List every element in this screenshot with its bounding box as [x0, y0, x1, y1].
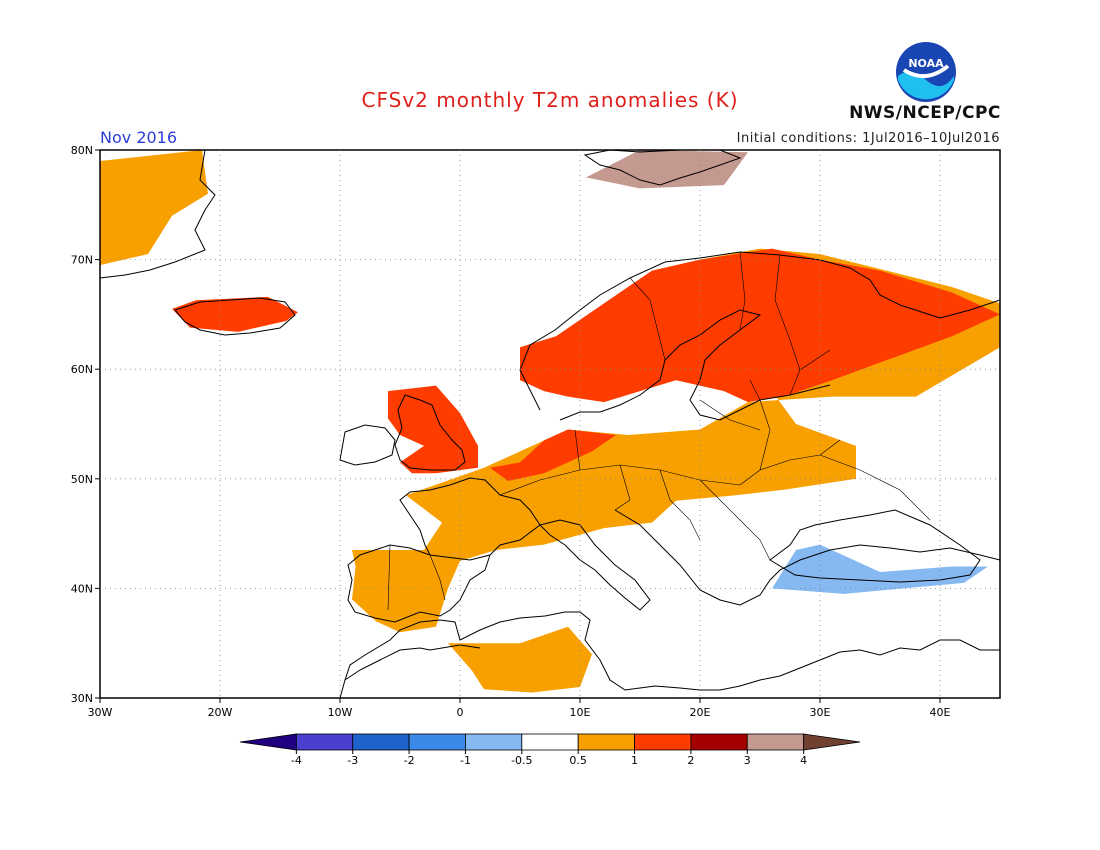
colorbar: -4 -3 -2 -1 -0.5 0.5 1 2 3 4	[239, 733, 861, 767]
colorbar-label: -4	[291, 754, 302, 767]
coastline-italy	[539, 519, 651, 611]
coastline-baltic	[559, 309, 831, 421]
region-scandinavia-1	[520, 248, 1000, 403]
region-north-africa-0.5	[448, 626, 592, 693]
coastline-greenland	[99, 149, 216, 279]
coastline-balkans	[614, 509, 1001, 606]
lat-label: 80N	[71, 144, 93, 157]
region-benelux-1	[490, 429, 616, 481]
longitude-labels: 30W 20W 10W 0 10E 20E 30E 40E	[88, 698, 951, 719]
colorbar-swatch	[465, 733, 523, 751]
colorbar-swatch	[239, 733, 297, 751]
colorbar-swatch	[746, 733, 805, 751]
forecast-month: Nov 2016	[100, 128, 178, 147]
agency-label: NWS/NCEP/CPC	[849, 103, 1001, 123]
lat-label: 60N	[71, 363, 93, 376]
colorbar-label: 0.5	[569, 754, 587, 767]
noaa-logo-icon: NOAA	[896, 42, 956, 102]
lat-label: 30N	[71, 692, 93, 705]
colorbar-label: -0.5	[511, 754, 532, 767]
border-iberia	[387, 544, 446, 611]
coastline-iceland	[174, 297, 296, 336]
coastline-ireland	[339, 424, 396, 466]
region-greenland-east	[100, 150, 208, 266]
coastline-mainland	[339, 611, 1000, 699]
coastline-british-isles	[394, 394, 466, 471]
border-central-europe	[499, 349, 931, 561]
lon-label: 30E	[810, 706, 831, 719]
colorbar-swatch	[690, 733, 748, 751]
colorbar-swatch	[408, 733, 466, 751]
colorbar-label: -1	[460, 754, 471, 767]
region-svalbard	[586, 150, 748, 189]
country-borders	[387, 251, 931, 611]
colorbar-label: 4	[800, 754, 807, 767]
coastline-black-sea	[769, 509, 981, 583]
lat-label: 50N	[71, 473, 93, 486]
lon-label: 10W	[328, 706, 353, 719]
region-iceland	[172, 296, 298, 332]
coastline-france	[399, 477, 541, 556]
lon-label: 0	[457, 706, 464, 719]
colorbar-label: 2	[687, 754, 694, 767]
coastline-scandinavia	[519, 251, 1001, 411]
map-frame	[99, 149, 1001, 699]
lat-label: 40N	[71, 582, 93, 595]
colorbar-label: 1	[631, 754, 638, 767]
coastline-svalbard	[583, 149, 742, 186]
colorbar-swatch	[295, 733, 354, 751]
colorbar-swatch	[521, 733, 579, 751]
anomaly-regions	[100, 150, 1000, 693]
coastlines	[99, 149, 1001, 699]
graticule	[100, 150, 1000, 698]
initial-conditions: Initial conditions: 1Jul2016–10Jul2016	[736, 131, 1000, 146]
chart-title: CFSv2 monthly T2m anomalies (K)	[361, 88, 739, 112]
lon-label: 10E	[570, 706, 591, 719]
logo-text: NOAA	[908, 57, 944, 70]
colorbar-label: -2	[404, 754, 415, 767]
latitude-labels: 80N 70N 60N 50N 40N 30N	[71, 144, 100, 705]
colorbar-swatch	[577, 733, 635, 751]
lon-label: 20E	[690, 706, 711, 719]
coastline-north-africa	[344, 644, 481, 681]
region-black-sea-cold	[772, 544, 988, 594]
lon-label: 40E	[930, 706, 951, 719]
lat-label: 70N	[71, 254, 93, 267]
border-nordic	[629, 251, 801, 371]
colorbar-label: -3	[347, 754, 358, 767]
colorbar-swatch	[803, 733, 861, 751]
colorbar-swatch	[634, 733, 692, 751]
colorbar-label: 3	[744, 754, 751, 767]
colorbar-swatch	[352, 733, 410, 751]
lon-label: 20W	[208, 706, 233, 719]
lon-label: 30W	[88, 706, 113, 719]
region-british-isles-1	[388, 385, 478, 474]
